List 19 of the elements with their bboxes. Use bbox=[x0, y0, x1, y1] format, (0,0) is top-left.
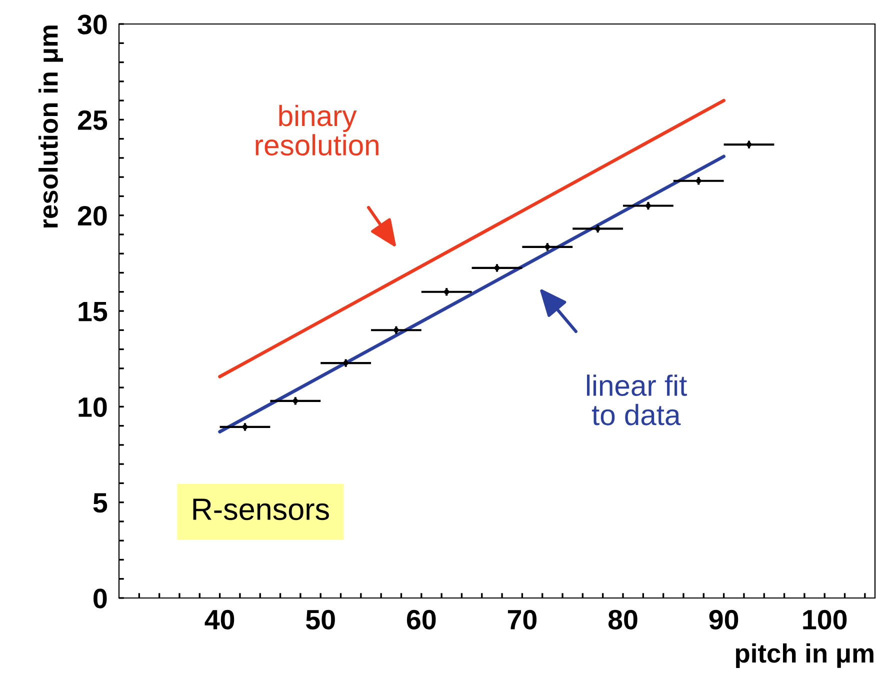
y-tick-label: 25 bbox=[78, 110, 108, 130]
y-axis-title: resolution in μm bbox=[38, 26, 63, 228]
y-tick-label: 20 bbox=[78, 206, 107, 226]
x-tick-label: 90 bbox=[709, 610, 738, 630]
x-tick-label: 60 bbox=[406, 610, 436, 630]
x-tick-label: 100 bbox=[803, 610, 847, 630]
x-tick-label: 80 bbox=[608, 610, 638, 630]
y-tick-label: 5 bbox=[93, 493, 108, 513]
x-tick-label: 70 bbox=[508, 610, 537, 630]
x-tick-label: 50 bbox=[306, 610, 335, 630]
y-tick-label: 0 bbox=[94, 588, 107, 608]
annotation: R-sensors bbox=[193, 498, 329, 520]
y-tick-label: 10 bbox=[78, 397, 107, 418]
x-axis-title: pitch in μm bbox=[736, 643, 874, 668]
y-tick-label: 15 bbox=[78, 302, 108, 322]
annotation: binary resolution bbox=[256, 104, 378, 156]
y-tick-label: 30 bbox=[78, 14, 107, 34]
x-tick-label: 40 bbox=[204, 610, 234, 630]
annotation: linear fit to data bbox=[587, 374, 687, 426]
